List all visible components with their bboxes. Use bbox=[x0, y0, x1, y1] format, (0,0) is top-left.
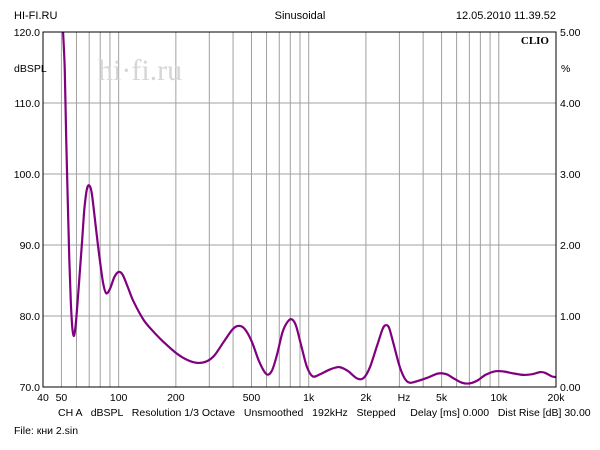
label-layer: 70.0 80.0 90.0 100.0 110.0 120.0 0.00 1.00 2.00 3… bbox=[14, 27, 581, 404]
y-tick-label: 80.0 bbox=[20, 311, 41, 323]
x-tick-label: 2k bbox=[360, 392, 372, 404]
y-tick-label: 110.0 bbox=[15, 98, 41, 110]
sample-rate-label: 192kHz bbox=[312, 407, 348, 419]
x-tick-label: 1k bbox=[303, 392, 315, 404]
smoothing-label: Unsmoothed bbox=[243, 407, 304, 419]
grid-layer bbox=[43, 32, 556, 387]
sweep-mode-label: Stepped bbox=[356, 407, 396, 419]
response-curve bbox=[62, 31, 557, 385]
y2-tick-label: 4.00 bbox=[560, 98, 581, 110]
file-name-label: File: кни 2.sin bbox=[14, 425, 79, 437]
x-tick-label: 40 bbox=[37, 392, 49, 404]
header-measurement-type: Sinusoidal bbox=[274, 10, 326, 22]
y2-axis-unit-label: % bbox=[561, 63, 570, 75]
y-tick-label: 70.0 bbox=[20, 382, 41, 394]
plot-frame bbox=[42, 31, 557, 388]
x-tick-label: 50 bbox=[56, 392, 68, 404]
delay-label: Delay [ms] 0.000 bbox=[410, 407, 490, 419]
x-tick-label: 10k bbox=[490, 392, 508, 404]
x-tick-label: 100 bbox=[110, 392, 128, 404]
dist-rise-label: Dist Rise [dB] 30.00 bbox=[497, 407, 591, 419]
y2-tick-label: 0.00 bbox=[560, 382, 581, 394]
header-timestamp: 12.05.2010 11.39.52 bbox=[455, 10, 556, 22]
y2-tick-label: 3.00 bbox=[560, 169, 581, 181]
header-title-left: HI-FI.RU bbox=[14, 10, 58, 22]
measurement-settings: CH A dBSPL Resolution 1/3 Octave Unsmoot… bbox=[58, 407, 591, 419]
channel-label: CH A bbox=[58, 407, 82, 419]
x-axis-unit-label: Hz bbox=[398, 392, 411, 404]
y-axis-unit-label: dBSPL bbox=[14, 63, 47, 75]
x-tick-label: 20k bbox=[548, 392, 566, 404]
y2-tick-label: 1.00 bbox=[560, 311, 581, 323]
y-tick-label: 100.0 bbox=[14, 169, 40, 181]
clio-brand: CLIO bbox=[521, 35, 550, 47]
y-tick-label: 120.0 bbox=[14, 27, 40, 39]
y2-tick-label: 5.00 bbox=[560, 27, 581, 39]
y2-tick-label: 2.00 bbox=[560, 240, 581, 252]
x-tick-label: 500 bbox=[243, 392, 261, 404]
curve-layer bbox=[62, 31, 557, 385]
y-tick-label: 90.0 bbox=[20, 240, 41, 252]
watermark-logo: hi·fi.ru bbox=[98, 54, 182, 87]
resolution-label: Resolution 1/3 Octave bbox=[131, 407, 236, 419]
x-tick-label: 200 bbox=[167, 392, 185, 404]
x-tick-label: 5k bbox=[436, 392, 448, 404]
unit-label: dBSPL bbox=[90, 407, 124, 419]
